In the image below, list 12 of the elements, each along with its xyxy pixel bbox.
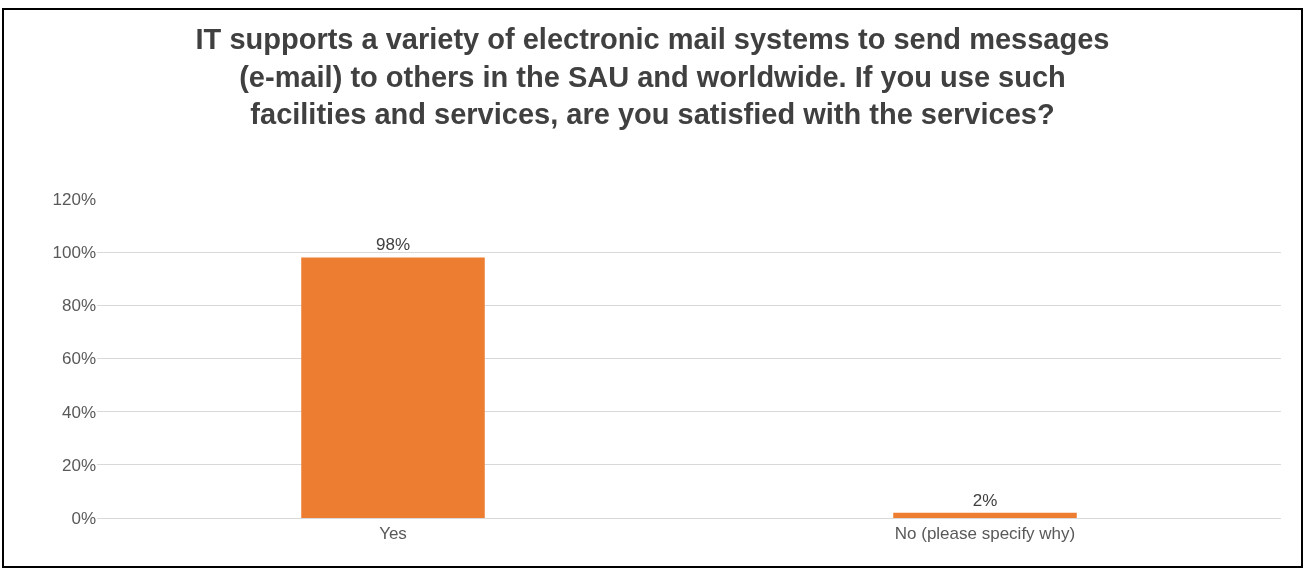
y-tick-label: 100% <box>52 243 96 263</box>
y-tick-label: 80% <box>61 296 96 316</box>
y-tick-label: 40% <box>61 402 96 422</box>
chart-title: IT supports a variety of electronic mail systems to send messages (e-mail) to others in the SAU and worldwide. If you use such facilities and services, are you satisfied with the services? <box>195 22 1110 131</box>
y-tick-label: 20% <box>61 455 96 475</box>
data-label: 2% <box>972 490 998 510</box>
y-tick-label: 120% <box>52 189 96 209</box>
y-tick-label: 60% <box>61 349 96 369</box>
y-tick-label: 0% <box>71 508 96 528</box>
x-tick-label: No (please specify why) <box>894 524 1076 544</box>
x-tick-label: Yes <box>379 524 407 544</box>
data-label: 98% <box>375 235 411 255</box>
